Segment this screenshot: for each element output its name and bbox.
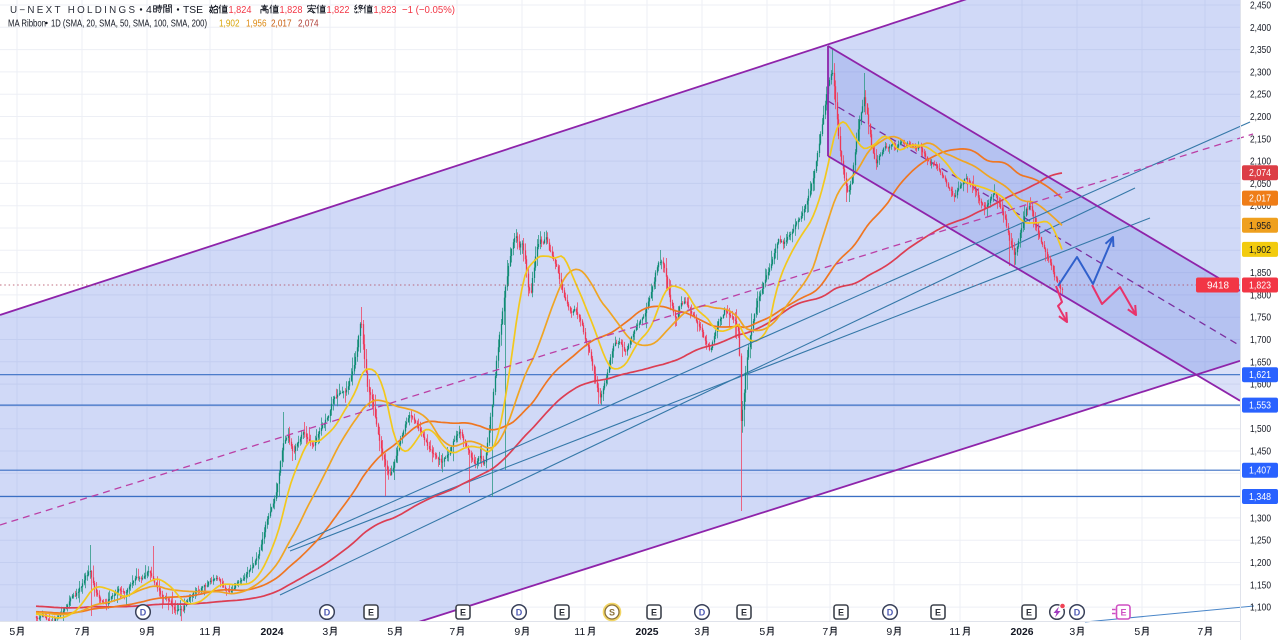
svg-text:S: S — [609, 608, 615, 618]
svg-text:1,100: 1,100 — [1250, 602, 1271, 614]
svg-text:1,150: 1,150 — [1250, 579, 1271, 591]
svg-text:1,824: 1,824 — [229, 4, 252, 16]
svg-text:E: E — [368, 608, 374, 618]
svg-text:1,822: 1,822 — [327, 4, 350, 16]
svg-text:D: D — [699, 608, 706, 618]
svg-text:1,450: 1,450 — [1250, 446, 1271, 458]
svg-text:E: E — [935, 608, 941, 618]
svg-text:4: 4 — [146, 4, 152, 16]
svg-text:2,250: 2,250 — [1250, 89, 1271, 101]
svg-text:1,553: 1,553 — [1249, 400, 1271, 412]
svg-text:7: 7 — [1197, 626, 1203, 638]
svg-text:D: D — [140, 608, 147, 618]
svg-text:11: 11 — [574, 626, 585, 638]
svg-text:2,050: 2,050 — [1250, 178, 1271, 190]
svg-text:7: 7 — [822, 626, 828, 638]
svg-text:1,300: 1,300 — [1250, 512, 1271, 524]
svg-text:9: 9 — [886, 626, 892, 638]
svg-text:1D (SMA, 20, SMA, 50, SMA, 100: 1D (SMA, 20, SMA, 50, SMA, 100, SMA, 200… — [51, 19, 207, 30]
svg-text:2,017: 2,017 — [1249, 193, 1271, 205]
svg-text:1,200: 1,200 — [1250, 557, 1271, 569]
svg-text:1,650: 1,650 — [1250, 356, 1271, 368]
svg-text:E: E — [741, 608, 747, 618]
svg-text:2025: 2025 — [636, 626, 659, 638]
svg-text:1,750: 1,750 — [1250, 312, 1271, 324]
svg-text:E: E — [460, 608, 466, 618]
svg-text:2,074: 2,074 — [1249, 167, 1271, 179]
svg-text:1,823: 1,823 — [1249, 280, 1271, 292]
svg-text:1,828: 1,828 — [280, 4, 303, 16]
svg-text:1,956: 1,956 — [1249, 220, 1271, 232]
svg-text:3: 3 — [322, 626, 328, 638]
svg-text:2,300: 2,300 — [1250, 66, 1271, 78]
svg-text:9: 9 — [139, 626, 145, 638]
svg-text:2,350: 2,350 — [1250, 44, 1271, 56]
svg-text:2,017: 2,017 — [271, 19, 292, 30]
svg-text:E: E — [651, 608, 657, 618]
svg-text:1,700: 1,700 — [1250, 334, 1271, 346]
svg-text:7: 7 — [74, 626, 80, 638]
svg-text:9418: 9418 — [1207, 280, 1229, 292]
svg-text:1,407: 1,407 — [1249, 465, 1271, 477]
svg-text:1,902: 1,902 — [219, 19, 240, 30]
svg-text:D: D — [1074, 608, 1081, 618]
svg-text:9: 9 — [514, 626, 520, 638]
svg-text:5: 5 — [9, 626, 15, 638]
svg-text:1,348: 1,348 — [1249, 491, 1271, 503]
svg-text:1,823: 1,823 — [374, 4, 397, 16]
svg-text:11: 11 — [949, 626, 960, 638]
svg-text:MA Ribbon: MA Ribbon — [8, 19, 46, 30]
svg-text:1,902: 1,902 — [1249, 244, 1271, 256]
svg-text:2,100: 2,100 — [1250, 156, 1271, 168]
svg-text:5: 5 — [387, 626, 393, 638]
svg-text:E: E — [1120, 608, 1126, 618]
svg-text:D: D — [516, 608, 523, 618]
svg-text:1,250: 1,250 — [1250, 535, 1271, 547]
svg-text:2,450: 2,450 — [1250, 0, 1271, 12]
svg-text:2024: 2024 — [261, 626, 284, 638]
svg-text:TSE: TSE — [183, 4, 203, 16]
svg-text:3: 3 — [1069, 626, 1075, 638]
svg-text:1,956: 1,956 — [246, 19, 267, 30]
svg-text:E: E — [1026, 608, 1032, 618]
svg-text:2,150: 2,150 — [1250, 133, 1271, 145]
svg-text:11: 11 — [199, 626, 210, 638]
svg-text:2,400: 2,400 — [1250, 22, 1271, 34]
svg-text:5: 5 — [759, 626, 765, 638]
svg-text:1,621: 1,621 — [1249, 369, 1271, 381]
svg-text:7: 7 — [449, 626, 455, 638]
svg-text:E: E — [559, 608, 565, 618]
svg-text:3: 3 — [694, 626, 700, 638]
svg-text:1,500: 1,500 — [1250, 423, 1271, 435]
svg-text:D: D — [887, 608, 894, 618]
svg-text:E: E — [838, 608, 844, 618]
svg-text:2,200: 2,200 — [1250, 111, 1271, 123]
svg-text:5: 5 — [1134, 626, 1140, 638]
svg-text:2,074: 2,074 — [298, 19, 319, 30]
svg-text:−1 (−0.05%): −1 (−0.05%) — [402, 4, 455, 16]
svg-text:1,850: 1,850 — [1250, 267, 1271, 279]
svg-text:2026: 2026 — [1011, 626, 1034, 638]
svg-text:D: D — [324, 608, 331, 618]
